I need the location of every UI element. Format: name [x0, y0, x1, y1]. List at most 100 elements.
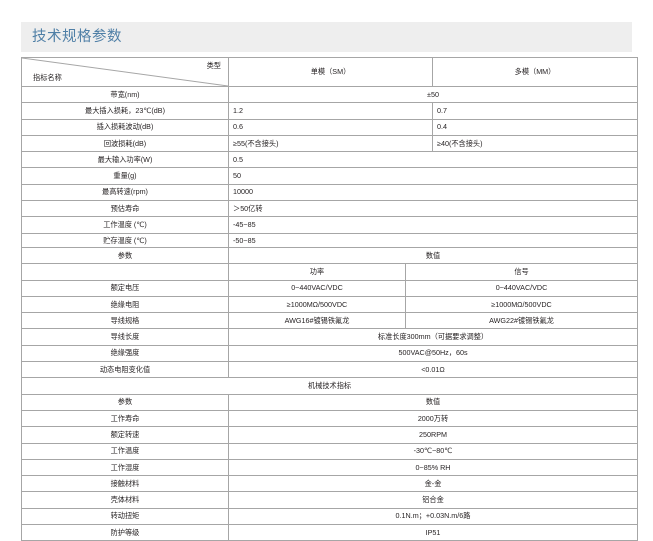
row-label: 导线长度 — [21, 328, 229, 346]
mech-header-value: 数值 — [227, 393, 639, 411]
header-metric-label: 指标名称 — [33, 73, 62, 83]
row-label: 回波损耗(dB) — [21, 134, 229, 153]
row-label: 工作湿度 — [21, 458, 229, 477]
row-label: 绝缘强度 — [21, 344, 229, 363]
row-label: 额定转速 — [21, 426, 229, 444]
row-value-span: 50 — [228, 167, 638, 185]
row-label: 额定电压 — [21, 279, 229, 297]
row-value-span: 0.1N.m；+0.03N.m/6路 — [227, 507, 639, 526]
row-label: 贮存温度 (℃) — [21, 232, 229, 250]
header-value: 数值 — [227, 246, 639, 265]
row-value-span: 金-金 — [227, 475, 639, 493]
table-row: 壳体材料 铝合金 — [21, 491, 639, 509]
table-row: 导线长度 标准长度300mm（可据要求调整） — [21, 328, 639, 346]
row-value-span: -30℃~80℃ — [227, 442, 639, 460]
row-value-mm: ≥40(不含接头) — [432, 134, 638, 153]
table-row: 绝缘电阻 ≥1000MΩ/500VDC ≥1000MΩ/500VDC — [21, 295, 639, 314]
optical-spec-body: 类型 指标名称 单模（SM） 多模（MM） 带宽(nm) ±50 最大插入损耗，… — [21, 57, 638, 250]
row-value-power: ≥1000MΩ/500VDC — [228, 295, 406, 314]
table-row: 预估寿命 ＞50亿转 — [21, 200, 638, 218]
header-single-mode: 单模（SM） — [228, 57, 433, 87]
table-row: 工作湿度 0~85% RH — [21, 458, 639, 477]
table-row: 回波损耗(dB) ≥55(不含接头) ≥40(不含接头) — [21, 134, 638, 153]
row-value-signal: ≥1000MΩ/500VDC — [404, 295, 639, 314]
row-value-span: 铝合金 — [227, 491, 639, 509]
row-value-span: 0~85% RH — [227, 458, 639, 477]
table-row: 导线规格 AWG16#镀锡铁氟龙 AWG22#镀锡铁氟龙 — [21, 312, 639, 330]
row-label: 工作温度 (℃) — [21, 216, 229, 234]
table-header-row: 参数 数值 — [21, 246, 639, 265]
row-value-span: <0.01Ω — [227, 361, 639, 379]
table-row: 额定转速 250RPM — [21, 426, 639, 444]
row-value-span: ＞50亿转 — [228, 200, 638, 218]
row-label: 最高转速(rpm) — [21, 183, 229, 202]
table-row: 最高转速(rpm) 10000 — [21, 183, 638, 202]
row-label: 接触材料 — [21, 475, 229, 493]
subheader-signal: 信号 — [404, 263, 639, 281]
row-label: 工作温度 — [21, 442, 229, 460]
table-row: 接触材料 金-金 — [21, 475, 639, 493]
table-row: 最大插入损耗，23℃(dB) 1.2 0.7 — [21, 102, 638, 120]
table-subheader-row: 功率 信号 — [21, 263, 639, 281]
table-row: 绝缘强度 500VAC@50Hz，60s — [21, 344, 639, 363]
row-value-signal: AWG22#镀锡铁氟龙 — [404, 312, 639, 330]
row-value-sm: 0.6 — [228, 118, 433, 136]
row-value-signal: 0~440VAC/VDC — [404, 279, 639, 297]
table-row: 贮存温度 (℃) -50~85 — [21, 232, 638, 250]
electrical-spec-body: 参数 数值 功率 信号 额定电压 0~440VAC/VDC 0~440VAC/V… — [20, 246, 639, 541]
table-row: 动态电阻变化值 <0.01Ω — [21, 361, 639, 379]
table-row: 最大输入功率(W) 0.5 — [21, 151, 638, 169]
row-value-span: 10000 — [228, 183, 638, 202]
table-row: 转动扭矩 0.1N.m；+0.03N.m/6路 — [21, 507, 639, 526]
table-row: 带宽(nm) ±50 — [21, 85, 638, 104]
row-value-span: 0.5 — [228, 151, 638, 169]
row-label: 最大插入损耗，23℃(dB) — [21, 102, 229, 120]
row-value-span: ±50 — [228, 85, 638, 104]
header-multi-mode: 多模（MM） — [432, 57, 638, 87]
optical-spec-table: 类型 指标名称 单模（SM） 多模（MM） 带宽(nm) ±50 最大插入损耗，… — [21, 57, 638, 250]
row-value-span: IP51 — [227, 524, 639, 541]
row-value-mm: 0.7 — [432, 102, 638, 120]
row-label: 工作寿命 — [21, 409, 229, 428]
row-value-span: -45~85 — [228, 216, 638, 234]
row-label: 插入损耗波动(dB) — [21, 118, 229, 136]
row-value-span: 标准长度300mm（可据要求调整） — [227, 328, 639, 346]
table-row: 工作温度 (℃) -45~85 — [21, 216, 638, 234]
row-label: 转动扭矩 — [21, 507, 229, 526]
table-row: 额定电压 0~440VAC/VDC 0~440VAC/VDC — [21, 279, 639, 297]
spec-sheet-page: 技术规格参数 类型 指标名称 单模（SM） 多模（MM） 带宽(nm) — [20, 22, 639, 541]
mechanical-banner-row: 机械技术指标 — [20, 377, 639, 395]
table-header-row: 类型 指标名称 单模（SM） 多模（MM） — [21, 57, 638, 87]
row-value-span: 2000万转 — [227, 409, 639, 428]
table-row: 防护等级 IP51 — [21, 524, 639, 541]
row-label: 防护等级 — [21, 524, 229, 541]
subheader-blank — [21, 263, 229, 281]
diagonal-header-cell: 类型 指标名称 — [21, 57, 229, 87]
row-label: 带宽(nm) — [21, 85, 229, 104]
header-parameter: 参数 — [21, 246, 229, 265]
section-title-band: 技术规格参数 — [21, 22, 632, 52]
row-label: 最大输入功率(W) — [21, 151, 229, 169]
table-row: 重量(g) 50 — [21, 167, 638, 185]
subheader-power: 功率 — [228, 263, 406, 281]
row-label: 绝缘电阻 — [21, 295, 229, 314]
row-label: 壳体材料 — [21, 491, 229, 509]
row-value-power: AWG16#镀锡铁氟龙 — [228, 312, 406, 330]
row-label: 预估寿命 — [21, 200, 229, 218]
row-label: 重量(g) — [21, 167, 229, 185]
row-label: 导线规格 — [21, 312, 229, 330]
electrical-mechanical-spec-table: 参数 数值 功率 信号 额定电压 0~440VAC/VDC 0~440VAC/V… — [20, 246, 639, 541]
row-value-span: 500VAC@50Hz，60s — [227, 344, 639, 363]
row-value-mm: 0.4 — [432, 118, 638, 136]
row-label: 动态电阻变化值 — [21, 361, 229, 379]
row-value-sm: ≥55(不含接头) — [228, 134, 433, 153]
row-value-power: 0~440VAC/VDC — [228, 279, 406, 297]
row-value-sm: 1.2 — [228, 102, 433, 120]
table-row: 工作寿命 2000万转 — [21, 409, 639, 428]
mechanical-section-banner: 机械技术指标 — [20, 377, 639, 395]
row-value-span: 250RPM — [227, 426, 639, 444]
diagonal-divider-icon — [22, 58, 228, 86]
table-row: 插入损耗波动(dB) 0.6 0.4 — [21, 118, 638, 136]
mech-header-parameter: 参数 — [21, 393, 229, 411]
page-title: 技术规格参数 — [32, 28, 122, 45]
